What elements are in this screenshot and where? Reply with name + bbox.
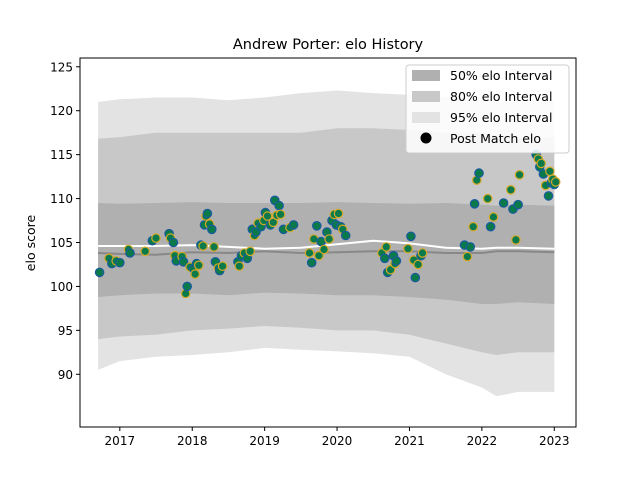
data-point bbox=[234, 261, 245, 271]
data-point bbox=[381, 242, 392, 252]
x-tick-label: 2021 bbox=[394, 434, 425, 448]
y-tick-label: 105 bbox=[50, 236, 73, 250]
data-point bbox=[514, 170, 525, 180]
legend-label-post-match: Post Match elo bbox=[450, 131, 541, 146]
data-point bbox=[391, 256, 402, 266]
data-point bbox=[217, 261, 228, 271]
data-point bbox=[304, 248, 315, 258]
data-point bbox=[202, 208, 213, 219]
data-point bbox=[513, 199, 523, 210]
data-point bbox=[403, 243, 413, 254]
x-tick-label: 2023 bbox=[539, 434, 570, 448]
x-tick-label: 2018 bbox=[177, 434, 208, 448]
legend-swatch-95 bbox=[412, 112, 440, 123]
data-point bbox=[316, 236, 326, 247]
data-point bbox=[498, 198, 509, 208]
legend-box bbox=[405, 64, 570, 154]
data-point bbox=[379, 253, 390, 264]
legend-label-80: 80% elo Interval bbox=[450, 89, 552, 104]
data-point bbox=[333, 208, 344, 219]
data-point bbox=[482, 193, 493, 204]
legend-label-50: 50% elo Interval bbox=[450, 68, 552, 83]
data-point bbox=[274, 200, 284, 211]
data-point bbox=[288, 220, 299, 230]
data-point bbox=[140, 246, 150, 257]
data-point bbox=[543, 191, 554, 201]
data-point bbox=[125, 248, 135, 258]
legend-swatch-50 bbox=[412, 70, 440, 81]
x-tick-label: 2020 bbox=[322, 434, 353, 448]
y-tick-label: 90 bbox=[58, 368, 73, 382]
data-point bbox=[209, 242, 219, 252]
data-point bbox=[545, 166, 555, 177]
data-point bbox=[410, 272, 421, 283]
data-point bbox=[178, 256, 189, 267]
data-point bbox=[324, 234, 334, 244]
data-point bbox=[465, 242, 476, 252]
data-point bbox=[115, 257, 125, 268]
data-point bbox=[462, 251, 473, 262]
data-point bbox=[151, 233, 161, 243]
data-point bbox=[511, 235, 521, 245]
x-tick-label: 2022 bbox=[467, 434, 498, 448]
legend-marker-post-match bbox=[420, 132, 432, 144]
data-point bbox=[488, 212, 499, 222]
data-point bbox=[245, 246, 255, 257]
legend-label-95: 95% elo Interval bbox=[450, 110, 552, 125]
data-point bbox=[198, 241, 208, 251]
data-point bbox=[469, 199, 480, 209]
data-point bbox=[485, 221, 496, 232]
data-point bbox=[207, 224, 217, 235]
y-tick-label: 120 bbox=[50, 104, 73, 118]
median-line bbox=[98, 250, 555, 256]
y-axis-label: elo score bbox=[23, 215, 38, 272]
data-point bbox=[413, 259, 423, 270]
data-point bbox=[314, 250, 324, 261]
y-tick-label: 100 bbox=[50, 280, 73, 294]
data-point bbox=[550, 177, 561, 187]
legend: 50% elo Interval 80% elo Interval 95% el… bbox=[405, 64, 570, 154]
data-point bbox=[474, 168, 484, 178]
data-point bbox=[94, 267, 105, 278]
x-tick-label: 2019 bbox=[249, 434, 280, 448]
data-point bbox=[417, 248, 428, 258]
data-point bbox=[194, 260, 204, 271]
legend-swatch-80 bbox=[412, 91, 440, 102]
data-point bbox=[190, 269, 200, 279]
data-point bbox=[306, 257, 317, 268]
data-point bbox=[275, 209, 286, 220]
chart-title: Andrew Porter: elo History bbox=[233, 37, 424, 53]
data-point bbox=[340, 230, 351, 241]
data-point bbox=[406, 231, 416, 242]
post-match-points bbox=[94, 149, 561, 299]
data-point bbox=[262, 211, 273, 221]
mean-line bbox=[98, 239, 555, 250]
data-point bbox=[311, 221, 322, 231]
data-point bbox=[468, 221, 478, 232]
x-axis-ticks: 2017 2018 2019 2020 2021 2022 2023 bbox=[105, 427, 570, 448]
data-point bbox=[182, 281, 192, 292]
y-tick-label: 110 bbox=[50, 192, 73, 206]
data-point bbox=[505, 185, 516, 195]
data-point bbox=[536, 158, 546, 169]
y-axis-ticks: 90 95 100 105 110 115 120 125 bbox=[50, 60, 80, 382]
y-tick-label: 125 bbox=[50, 60, 73, 74]
plot-area bbox=[94, 90, 561, 397]
data-point bbox=[319, 244, 329, 255]
y-tick-label: 95 bbox=[58, 324, 73, 338]
x-tick-label: 2017 bbox=[105, 434, 136, 448]
data-point bbox=[168, 237, 179, 248]
y-tick-label: 115 bbox=[50, 148, 73, 162]
